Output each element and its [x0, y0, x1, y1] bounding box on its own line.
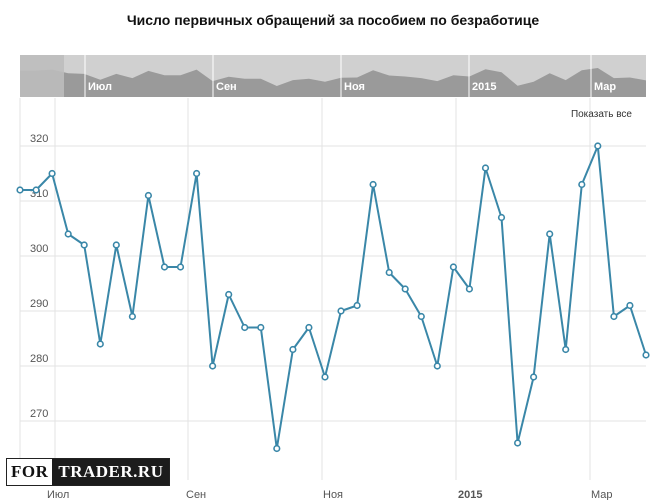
data-point: [32, 186, 40, 194]
data-point: [257, 323, 265, 332]
data-point: [80, 241, 88, 249]
data-point: [465, 285, 474, 293]
data-point: [209, 362, 217, 370]
x-tick-label: Сен: [186, 489, 206, 500]
data-point: [225, 290, 233, 299]
data-point: [16, 186, 24, 194]
series: [16, 142, 650, 453]
grid: [19, 98, 646, 480]
chart-title: Число первичных обращений за пособием по…: [126, 12, 540, 28]
data-point: [497, 213, 506, 222]
y-tick-label: 280: [30, 353, 48, 365]
navigator-label: Мар: [594, 81, 616, 93]
y-tick-label: 300: [30, 243, 48, 255]
data-point: [642, 351, 650, 359]
data-point: [481, 164, 490, 172]
watermark-right: TRADER.RU: [52, 459, 170, 485]
data-point: [610, 312, 618, 321]
x-tick-label: 2015: [458, 489, 482, 500]
data-point: [176, 263, 185, 271]
data-point: [337, 307, 345, 315]
series-line: [20, 145, 647, 450]
data-point: [160, 263, 169, 271]
data-point: [289, 345, 297, 354]
data-point: [321, 373, 329, 381]
data-point: [546, 230, 554, 238]
navigator-label: Сен: [216, 81, 237, 93]
data-point: [353, 301, 361, 310]
navigator-label: 2015: [472, 81, 496, 93]
watermark-logo: FOR TRADER.RU: [6, 458, 171, 486]
x-tick-label: Ноя: [323, 489, 343, 500]
data-point: [305, 323, 313, 332]
navigator-area: [20, 68, 646, 97]
navigator-handle: [20, 55, 64, 97]
data-point: [529, 373, 538, 381]
data-point: [562, 345, 570, 354]
y-tick-label: 270: [30, 408, 48, 420]
show-all-button[interactable]: Показать все: [571, 109, 632, 120]
data-point: [112, 241, 120, 249]
data-point: [144, 191, 152, 200]
watermark-left: FOR: [7, 459, 53, 485]
data-point: [48, 169, 56, 178]
navigator-label: Ноя: [344, 81, 365, 93]
y-tick-label: 320: [30, 133, 48, 145]
data-point: [385, 268, 393, 277]
data-point: [449, 263, 458, 271]
data-point: [626, 301, 634, 310]
data-point: [241, 323, 249, 332]
x-tick-label: Июл: [47, 489, 69, 500]
data-point: [433, 362, 441, 370]
y-tick-label: 290: [30, 298, 48, 310]
data-point: [96, 340, 104, 348]
data-point: [369, 180, 377, 189]
x-axis: Июл Сен Ноя 2015 Мар: [47, 489, 613, 500]
data-point: [273, 444, 281, 453]
navigator[interactable]: Июл Сен Ноя 2015 Мар: [20, 55, 646, 97]
data-point: [64, 230, 72, 238]
data-point: [401, 285, 409, 293]
navigator-label: Июл: [88, 81, 112, 93]
data-point: [513, 439, 522, 447]
data-point: [193, 169, 201, 178]
data-point: [417, 312, 425, 321]
data-point: [578, 180, 586, 189]
data-point: [128, 312, 136, 321]
x-tick-label: Мар: [591, 489, 613, 500]
data-point: [594, 142, 602, 150]
